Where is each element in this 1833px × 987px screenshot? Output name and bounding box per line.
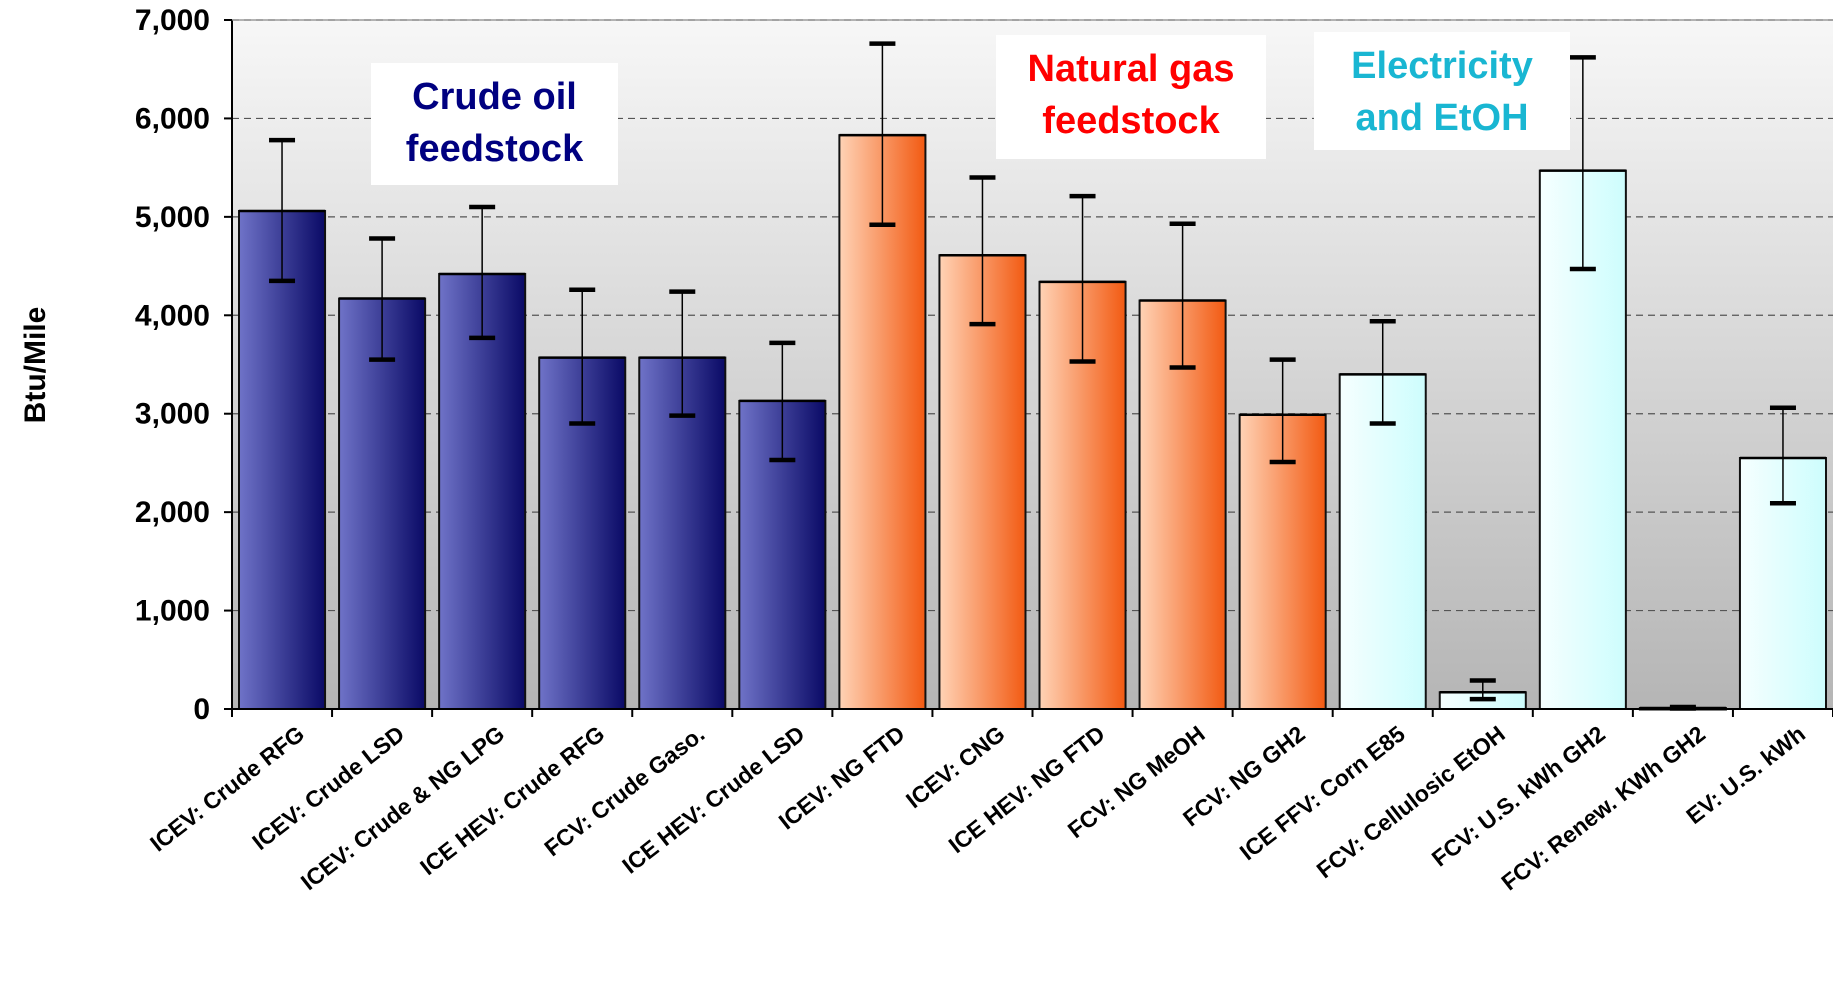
- error-bar: [769, 340, 796, 463]
- y-tick-label: 0: [193, 693, 210, 726]
- bar: [1238, 413, 1327, 710]
- x-tick-label: FCV: Cellulosic EtOH: [1312, 720, 1510, 883]
- group-labels: Crude oil feedstock Natural gas feedstock El…: [371, 32, 1570, 185]
- group-label-line: feedstock: [1042, 100, 1220, 142]
- error-bar: [969, 175, 996, 327]
- y-tick-label: 1,000: [135, 595, 210, 628]
- error-bar: [1469, 678, 1496, 702]
- y-tick-label: 6,000: [135, 102, 210, 135]
- bar: [438, 272, 527, 710]
- error-bar: [1769, 405, 1796, 506]
- y-tick-label: 4,000: [135, 299, 210, 332]
- error-bar: [669, 289, 696, 418]
- error-bar: [1269, 357, 1296, 465]
- group-label-box: Electricity and EtOH: [1314, 32, 1570, 150]
- y-tick-label: 2,000: [135, 496, 210, 529]
- error-bar: [469, 204, 496, 341]
- error-bar: [1069, 193, 1096, 364]
- y-tick-labels: 0 1,000 2,000 3,000 4,000 5,000 6,000 7,000: [135, 4, 210, 726]
- group-label-line: and EtOH: [1355, 97, 1528, 139]
- x-tick-label: FCV: U.S. kWh GH2: [1427, 720, 1610, 871]
- group-label-box: Natural gas feedstock: [996, 35, 1266, 159]
- bar: [338, 297, 427, 710]
- group-label-line: feedstock: [406, 128, 584, 170]
- error-bar: [269, 137, 296, 284]
- error-bar: [369, 236, 396, 362]
- y-tick-label: 5,000: [135, 201, 210, 234]
- group-label-line: Crude oil: [412, 76, 577, 118]
- y-tick-label: 7,000: [135, 4, 210, 37]
- bar: [938, 254, 1027, 710]
- group-label-background: [996, 35, 1266, 159]
- x-tick-label: ICE HEV: Crude LSD: [617, 720, 809, 878]
- x-tick-label: ICEV: Crude & NG LPG: [296, 720, 509, 895]
- error-bar: [1169, 221, 1196, 370]
- error-bar: [869, 41, 896, 227]
- group-label-line: Electricity: [1351, 45, 1533, 87]
- x-tick-label: FCV: Renew. KWh GH2: [1496, 720, 1710, 895]
- y-tick-label: 3,000: [135, 398, 210, 431]
- axes: [224, 19, 1833, 717]
- group-label-background: [371, 63, 618, 185]
- error-bar: [1369, 318, 1396, 426]
- group-label-background: [1314, 32, 1570, 150]
- group-label-line: Natural gas: [1028, 48, 1235, 90]
- error-bar: [569, 287, 596, 426]
- error-bar: [1569, 55, 1596, 272]
- bar: [838, 134, 927, 710]
- y-axis-label: Btu/Mile: [19, 307, 52, 424]
- x-tick-label: ICE FFV: Corn E85: [1235, 720, 1410, 865]
- group-label-box: Crude oil feedstock: [371, 63, 618, 185]
- bar: [238, 209, 327, 711]
- x-tick-label: ICE HEV: Crude RFG: [415, 720, 609, 880]
